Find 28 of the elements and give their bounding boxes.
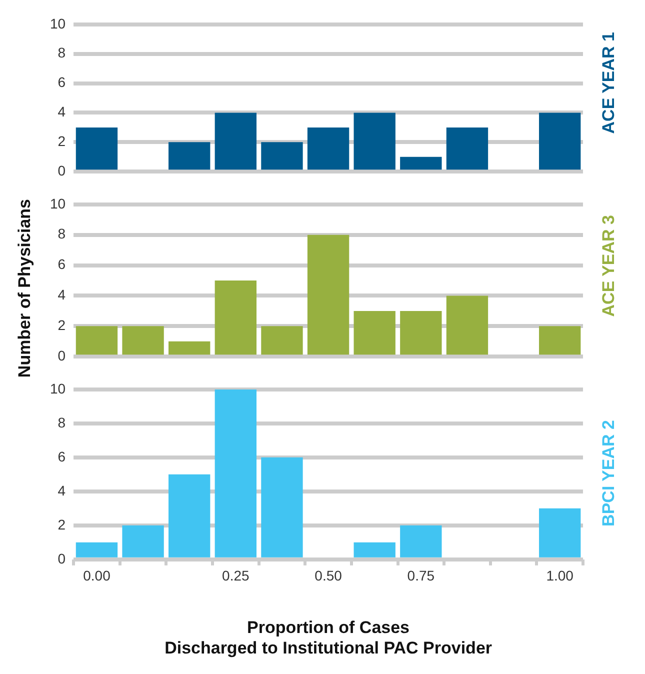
x-tick-label: 0.25: [222, 568, 250, 584]
x-tick-label: 0.75: [407, 568, 435, 584]
y-tick-label: 8: [58, 414, 66, 430]
y-axis-title: Number of Physicians: [15, 198, 35, 378]
text: ACE YEAR 3: [599, 214, 619, 316]
y-tick-label: 4: [58, 286, 66, 303]
y-tick-label: 6: [58, 74, 66, 90]
y-tick-label: 10: [50, 15, 66, 32]
y-tick-label: 2: [58, 133, 66, 150]
y-tick-label: 8: [58, 44, 66, 61]
y-tick-label: 6: [58, 256, 66, 272]
y-tick-label: 0: [58, 347, 66, 364]
y-tick-label: 10: [50, 380, 66, 396]
y-tick-label: 2: [58, 516, 66, 532]
text: BPCI YEAR 2: [599, 420, 619, 526]
y-tick-label: 10: [50, 195, 66, 212]
y-tick-label: 6: [58, 448, 66, 464]
x-axis-title: Proportion of Cases Discharged to Institutional PAC Provider: [164, 618, 492, 658]
x-tick-label: 0.50: [314, 568, 342, 584]
text: ACE YEAR 1: [599, 32, 619, 134]
y-tick-label: 8: [58, 226, 66, 242]
x-tick-label: 0.00: [83, 568, 111, 584]
y-tick-label: 2: [58, 317, 66, 334]
x-tick-label: 1.00: [546, 568, 574, 584]
y-tick-label: 4: [58, 104, 66, 120]
y-tick-label: 4: [58, 482, 66, 498]
y-tick-label: 0: [58, 550, 66, 566]
y-tick-label: 0: [58, 162, 66, 178]
